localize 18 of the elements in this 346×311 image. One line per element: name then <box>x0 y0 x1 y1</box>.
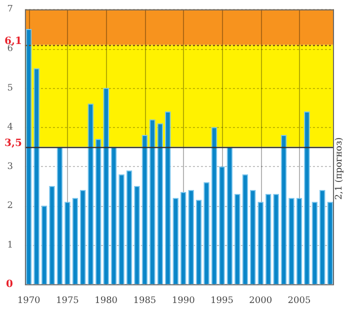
y-tick-label: 0 <box>6 278 13 290</box>
x-tick-label: 2005 <box>288 296 311 306</box>
y-tick-label: 7 <box>7 4 14 15</box>
x-tick-label: 1980 <box>94 296 118 306</box>
x-tick-label: 1975 <box>56 296 80 306</box>
x-tick-label: 1985 <box>133 296 156 306</box>
y-tick-label: 1 <box>7 240 13 250</box>
text: 2,1 (прогноз) <box>334 137 344 200</box>
ref-line-label: 3,5 <box>4 138 22 150</box>
y-tick-label: 3 <box>7 162 14 172</box>
y-tick-label: 5 <box>7 83 14 94</box>
y-tick-label: 2 <box>7 201 13 212</box>
y-tick-label: 6 <box>7 44 14 54</box>
y-tick-label: 4 <box>7 122 14 133</box>
x-tick-label: 1990 <box>172 296 196 306</box>
x-tick-label: 1970 <box>17 296 41 306</box>
x-tick-label: 1995 <box>210 296 234 306</box>
x-tick-label: 2000 <box>249 296 272 306</box>
